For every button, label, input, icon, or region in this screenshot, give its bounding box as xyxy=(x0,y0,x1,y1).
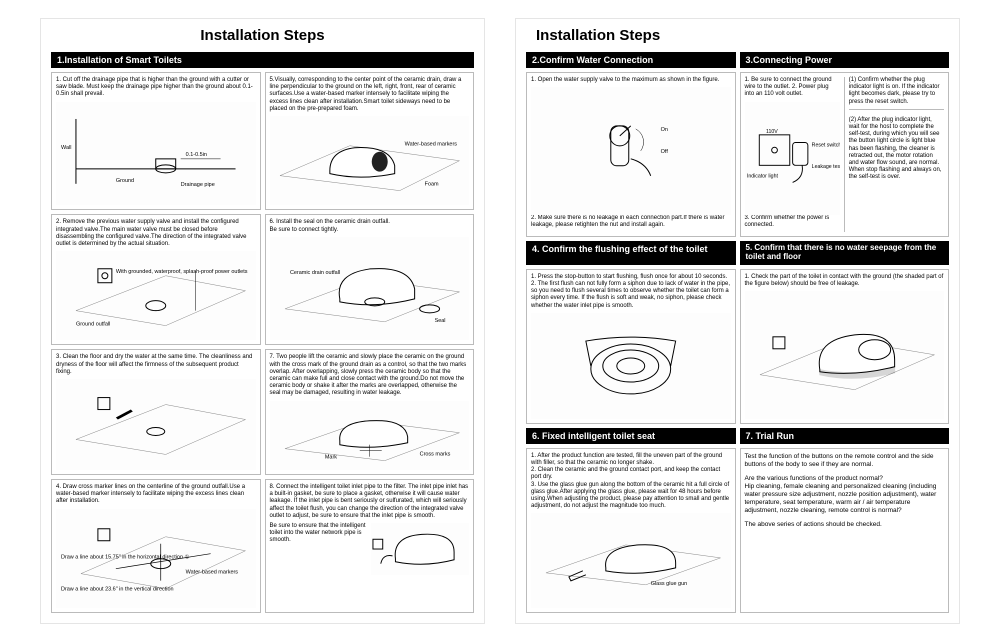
right-page: Installation Steps 2.Confirm Water Conne… xyxy=(515,18,960,624)
svg-text:Ground: Ground xyxy=(116,177,134,183)
step-4: 4. Draw cross marker lines on the center… xyxy=(51,479,261,613)
fixed-seat-diagram: Glass glue gun xyxy=(531,513,731,608)
section-6-header: 6. Fixed intelligent toilet seat xyxy=(526,428,736,444)
step-3: 3. Clean the floor and dry the water at … xyxy=(51,349,261,475)
section-5-header: 5. Confirm that there is no water seepag… xyxy=(740,241,950,265)
svg-text:Mark: Mark xyxy=(324,454,336,460)
svg-text:Leakage test: Leakage test xyxy=(811,164,840,170)
step-2-diagram: With grounded, waterproof, splash-proof … xyxy=(56,251,256,340)
fixed-seat-text: 1. After the product function are tested… xyxy=(531,453,731,511)
section-1-header: 1.Installation of Smart Toilets xyxy=(51,52,474,68)
svg-text:On: On xyxy=(661,127,668,133)
trial-1: Test the function of the buttons on the … xyxy=(745,453,945,469)
confirm-water-1: 1. Open the water supply valve to the ma… xyxy=(531,77,731,84)
step-7: 7. Two people lift the ceramic and slowl… xyxy=(265,349,475,475)
trial-2: Are the various functions of the product… xyxy=(745,475,945,514)
power-note-1: (1) Confirm whether the plug indicator l… xyxy=(849,77,944,110)
power-1: 1. Be sure to connect the ground wire to… xyxy=(745,77,840,99)
step-5: 5.Visually, corresponding to the center … xyxy=(265,72,475,210)
svg-text:Water-based markers: Water-based markers xyxy=(404,142,457,148)
step-8-text: 8. Connect the intelligent toilet inlet … xyxy=(270,484,470,520)
trial-3: The above series of actions should be ch… xyxy=(745,521,945,529)
svg-text:Draw a line about 15.75" in th: Draw a line about 15.75" in the horizont… xyxy=(61,554,190,560)
left-page: Installation Steps 1.Installation of Sma… xyxy=(40,18,485,624)
step-1-text: 1. Cut off the drainage pipe that is hig… xyxy=(56,77,256,99)
svg-text:Ground outfall: Ground outfall xyxy=(76,322,110,328)
step-3-text: 3. Clean the floor and dry the water at … xyxy=(56,354,256,376)
power-3: 3. Confirm whether the power is connecte… xyxy=(745,215,840,229)
section-2-header: 2.Confirm Water Connection xyxy=(526,52,736,68)
step-2-text: 2. Remove the previous water supply valv… xyxy=(56,219,256,248)
svg-text:Indicator light: Indicator light xyxy=(746,173,778,179)
page-title-left: Installation Steps xyxy=(51,27,474,44)
right-grid: 2.Confirm Water Connection 3.Connecting … xyxy=(526,52,949,613)
step-1-diagram: Wall Ground Drainage pipe 0.1-0.5in xyxy=(56,102,256,206)
page-title-right: Installation Steps xyxy=(526,27,949,44)
step-7-text: 7. Two people lift the ceramic and slowl… xyxy=(270,354,470,397)
svg-text:Draw a line about 23.6" in the: Draw a line about 23.6" in the vertical … xyxy=(61,586,174,592)
step-6-diagram: Ceramic drain outfall Seal xyxy=(270,237,470,341)
svg-text:Drainage pipe: Drainage pipe xyxy=(181,181,215,187)
svg-text:110V: 110V xyxy=(765,129,777,135)
svg-text:Off: Off xyxy=(661,149,669,155)
power-diagram: 110V Reset switch Leakage test Indicator… xyxy=(745,102,840,215)
svg-text:Glass glue gun: Glass glue gun xyxy=(651,581,687,587)
confirm-water: 1. Open the water supply valve to the ma… xyxy=(526,72,736,237)
flushing-effect: 1. Press the stop-button to start flushi… xyxy=(526,269,736,424)
trial-run: Test the function of the buttons on the … xyxy=(740,448,950,613)
section-3-header: 3.Connecting Power xyxy=(740,52,950,68)
step-8: 8. Connect the intelligent toilet inlet … xyxy=(265,479,475,613)
svg-text:Foam: Foam xyxy=(424,182,438,188)
power-note-2: (2) After the plug indicator light, wait… xyxy=(849,117,944,182)
step-1: 1. Cut off the drainage pipe that is hig… xyxy=(51,72,261,210)
seepage-diagram xyxy=(745,291,945,419)
connecting-power: 1. Be sure to connect the ground wire to… xyxy=(740,72,950,237)
step-5-text: 5.Visually, corresponding to the center … xyxy=(270,77,470,113)
step-7-diagram: Mark Cross marks xyxy=(270,401,470,470)
svg-text:Reset switch: Reset switch xyxy=(811,142,840,148)
water-diagram: On Off xyxy=(531,87,731,215)
svg-text:Wall: Wall xyxy=(61,144,71,150)
step-6-text: 6. Install the seal on the ceramic drain… xyxy=(270,219,470,233)
step-3-diagram xyxy=(56,379,256,470)
no-seepage: 1. Check the part of the toilet in conta… xyxy=(740,269,950,424)
svg-text:Ceramic drain outfall: Ceramic drain outfall xyxy=(289,270,339,276)
step-8-note: Be sure to ensure that the intelligent t… xyxy=(270,523,368,572)
step-2: 2. Remove the previous water supply valv… xyxy=(51,214,261,345)
step-5-diagram: Water-based markers Foam xyxy=(270,116,470,205)
step-8-diagram xyxy=(371,523,469,575)
section-4-header: 4. Confirm the flushing effect of the to… xyxy=(526,241,736,265)
confirm-water-2: 2. Make sure there is no leakage in each… xyxy=(531,215,731,229)
svg-text:0.1-0.5in: 0.1-0.5in xyxy=(186,151,207,157)
step-4-text: 4. Draw cross marker lines on the center… xyxy=(56,484,256,506)
svg-text:With grounded, waterproof, spl: With grounded, waterproof, splash-proof … xyxy=(116,269,248,275)
step-4-diagram: Draw a line about 15.75" in the horizont… xyxy=(56,509,256,608)
seepage-text: 1. Check the part of the toilet in conta… xyxy=(745,274,945,288)
left-grid: 1. Cut off the drainage pipe that is hig… xyxy=(51,72,474,613)
fixed-seat: 1. After the product function are tested… xyxy=(526,448,736,613)
svg-text:Water-based markers: Water-based markers xyxy=(186,569,239,575)
flushing-diagram xyxy=(531,313,731,419)
svg-text:Seal: Seal xyxy=(434,318,445,324)
section-7-header: 7. Trial Run xyxy=(740,428,950,444)
step-6: 6. Install the seal on the ceramic drain… xyxy=(265,214,475,345)
flushing-text: 1. Press the stop-button to start flushi… xyxy=(531,274,731,310)
svg-text:Cross marks: Cross marks xyxy=(419,451,450,457)
